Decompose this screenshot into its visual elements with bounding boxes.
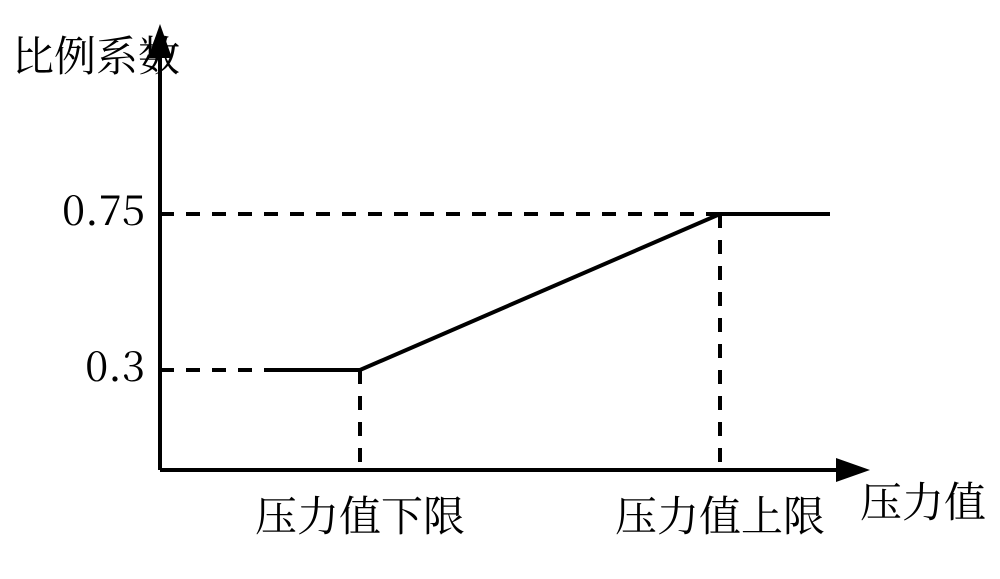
x-axis-label: 压力值 <box>860 470 986 530</box>
x-tick-upper: 压力值上限 <box>615 484 825 544</box>
y-axis-label: 比例系数 <box>12 24 180 84</box>
x-tick-lower: 压力值下限 <box>255 484 465 544</box>
data-line <box>270 214 830 370</box>
y-tick-lower: 0.3 <box>85 334 145 394</box>
y-tick-upper: 0.75 <box>62 178 145 238</box>
piecewise-line-chart: 比例系数 压力值 0.75 0.3 压力值下限 压力值上限 <box>0 0 1000 579</box>
